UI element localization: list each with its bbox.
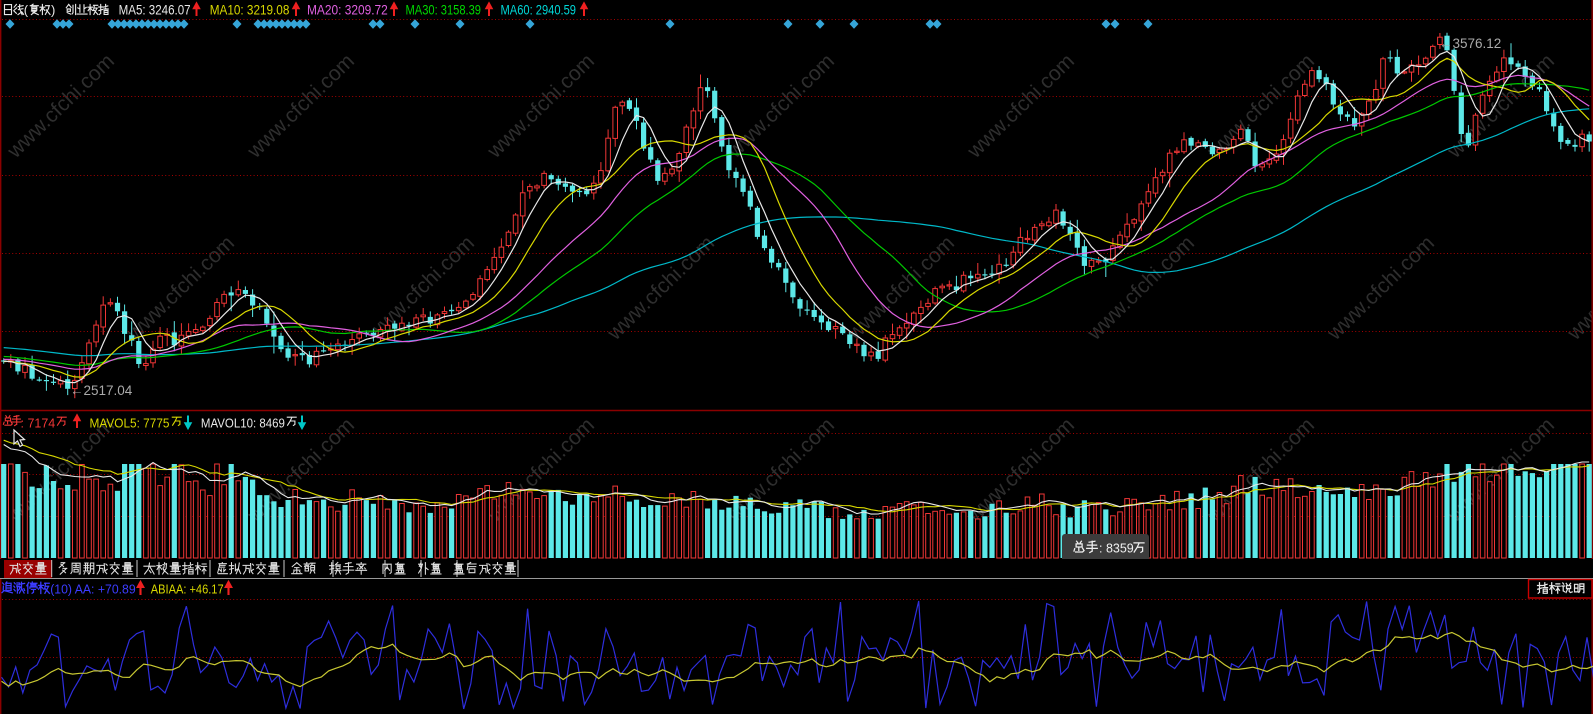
svg-text:MA10: 3219.08: MA10: 3219.08	[210, 3, 290, 18]
svg-text:MA30: 3158.39: MA30: 3158.39	[406, 3, 482, 18]
svg-text:←3576.12: ←3576.12	[1439, 36, 1501, 51]
svg-text:MA5: 3246.07: MA5: 3246.07	[119, 3, 191, 18]
svg-text:): )	[51, 3, 55, 18]
svg-text:←2517.04: ←2517.04	[70, 383, 133, 398]
svg-text:MA60: 2940.59: MA60: 2940.59	[501, 3, 577, 18]
svg-text:MAVOL10: 8469: MAVOL10: 8469	[201, 417, 285, 431]
svg-text:(10) AA: +70.89: (10) AA: +70.89	[50, 582, 136, 597]
svg-text:: 8359: : 8359	[1099, 542, 1134, 556]
svg-text:(: (	[24, 3, 29, 18]
svg-text:MAVOL5: 7775: MAVOL5: 7775	[90, 417, 170, 431]
svg-text:MA20: 3209.72: MA20: 3209.72	[307, 3, 388, 18]
svg-text:: 7174: : 7174	[21, 417, 56, 431]
svg-text:ABIAA: +46.17: ABIAA: +46.17	[151, 582, 224, 597]
